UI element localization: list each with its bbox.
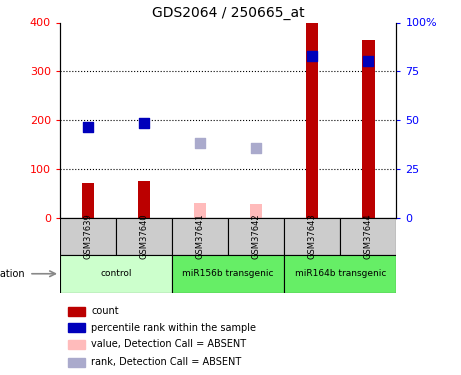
Bar	[68, 307, 85, 316]
Bar	[68, 323, 85, 332]
Bar	[82, 183, 94, 218]
Bar	[116, 217, 172, 255]
Text: miR164b transgenic: miR164b transgenic	[295, 269, 386, 278]
Bar	[68, 340, 85, 349]
Text: value, Detection Call = ABSENT: value, Detection Call = ABSENT	[91, 339, 246, 349]
Point	[365, 57, 372, 63]
Text: GSM37639: GSM37639	[83, 213, 93, 259]
Point	[140, 120, 148, 126]
Bar	[60, 255, 172, 292]
Bar	[284, 255, 396, 292]
Point	[84, 124, 92, 130]
Text: rank, Detection Call = ABSENT: rank, Detection Call = ABSENT	[91, 357, 242, 367]
Text: GSM37640: GSM37640	[140, 213, 148, 259]
Text: GSM37644: GSM37644	[364, 213, 373, 259]
Text: count: count	[91, 306, 119, 316]
Text: percentile rank within the sample: percentile rank within the sample	[91, 323, 256, 333]
Bar	[362, 40, 375, 218]
Title: GDS2064 / 250665_at: GDS2064 / 250665_at	[152, 6, 305, 20]
Text: control: control	[100, 269, 132, 278]
Bar	[194, 203, 207, 217]
Bar	[138, 181, 150, 218]
Text: genotype/variation: genotype/variation	[0, 269, 25, 279]
Bar	[250, 204, 262, 218]
Point	[309, 53, 316, 58]
Point	[253, 145, 260, 151]
Text: miR156b transgenic: miR156b transgenic	[183, 269, 274, 278]
Bar	[60, 217, 116, 255]
Bar	[306, 22, 319, 218]
Text: GSM37643: GSM37643	[308, 213, 317, 259]
Text: GSM37642: GSM37642	[252, 213, 261, 259]
Bar	[68, 358, 85, 367]
Bar	[228, 217, 284, 255]
Point	[196, 140, 204, 146]
Bar	[172, 217, 228, 255]
Bar	[284, 217, 340, 255]
Bar	[172, 255, 284, 292]
Text: GSM37641: GSM37641	[195, 213, 205, 259]
Bar	[340, 217, 396, 255]
